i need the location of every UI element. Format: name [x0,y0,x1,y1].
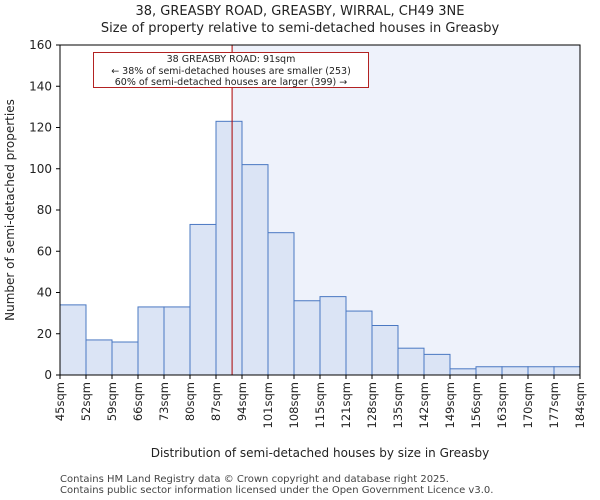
bar-80sqm [189,223,217,376]
bar-94sqm [241,164,269,376]
annotation-line-2: ← 38% of semi-detached houses are smalle… [111,65,351,77]
y-tick-label-120: 120 [29,121,52,135]
x-tick-label-163sqm: 163sqm [495,382,509,428]
x-tick-label-184sqm: 184sqm [573,382,587,428]
y-tick-label-100: 100 [29,162,52,176]
bar-163sqm [501,366,529,376]
x-tick-label-66sqm: 66sqm [131,382,145,421]
x-tick-label-128sqm: 128sqm [365,382,379,428]
x-tick-label-142sqm: 142sqm [417,382,431,428]
x-tick-label-177sqm: 177sqm [547,382,561,428]
x-axis-label: Distribution of semi-detached houses by … [151,446,490,460]
y-tick-label-160: 160 [29,38,52,52]
annotation-line-1: 38 GREASBY ROAD: 91sqm [166,54,296,65]
x-tick-label-135sqm: 135sqm [391,382,405,428]
bar-52sqm [85,339,113,376]
chart-title-line2: Size of property relative to semi-detach… [100,21,500,36]
x-tick-label-59sqm: 59sqm [105,382,119,421]
y-tick-label-20: 20 [37,327,52,341]
y-axis-label: Number of semi-detached properties [3,99,17,321]
bar-177sqm [553,366,581,376]
x-tick-label-52sqm: 52sqm [79,382,93,421]
footer-line-2: Contains public sector information licen… [60,485,494,496]
x-tick-label-156sqm: 156sqm [469,382,483,428]
bar-108sqm [293,300,321,376]
y-tick-label-60: 60 [37,244,52,258]
y-tick-label-40: 40 [37,286,52,300]
bar-128sqm [371,325,399,376]
x-tick-label-170sqm: 170sqm [521,382,535,428]
bar-156sqm [475,366,503,376]
bar-149sqm [449,368,477,376]
bar-66sqm [137,306,165,376]
bar-135sqm [397,347,425,376]
x-tick-label-108sqm: 108sqm [287,382,301,428]
x-tick-label-121sqm: 121sqm [339,382,353,428]
bar-121sqm [345,310,373,376]
bar-142sqm [423,353,451,376]
chart-title-line1: 38, GREASBY ROAD, GREASBY, WIRRAL, CH49 … [135,4,465,19]
annotation-line-3: 60% of semi-detached houses are larger (… [114,77,348,88]
x-tick-label-149sqm: 149sqm [443,382,457,428]
x-tick-label-80sqm: 80sqm [183,382,197,421]
bar-115sqm [319,296,347,376]
y-tick-label-80: 80 [37,203,52,217]
x-tick-label-101sqm: 101sqm [261,382,275,428]
x-tick-label-94sqm: 94sqm [235,382,249,421]
x-tick-label-45sqm: 45sqm [53,382,67,421]
bar-59sqm [111,341,139,376]
footer-line-1: Contains HM Land Registry data © Crown c… [60,474,449,485]
bar-101sqm [267,232,295,376]
x-tick-label-115sqm: 115sqm [313,382,327,428]
bar-45sqm [59,304,87,376]
x-tick-label-87sqm: 87sqm [209,382,223,421]
property-annotation-box: 38 GREASBY ROAD: 91sqm ← 38% of semi-det… [93,52,369,88]
bar-73sqm [163,306,191,376]
x-tick-label-73sqm: 73sqm [157,382,171,421]
y-tick-label-0: 0 [44,368,52,382]
bar-170sqm [527,366,555,376]
bar-87sqm [215,120,243,376]
y-tick-label-140: 140 [29,79,52,93]
